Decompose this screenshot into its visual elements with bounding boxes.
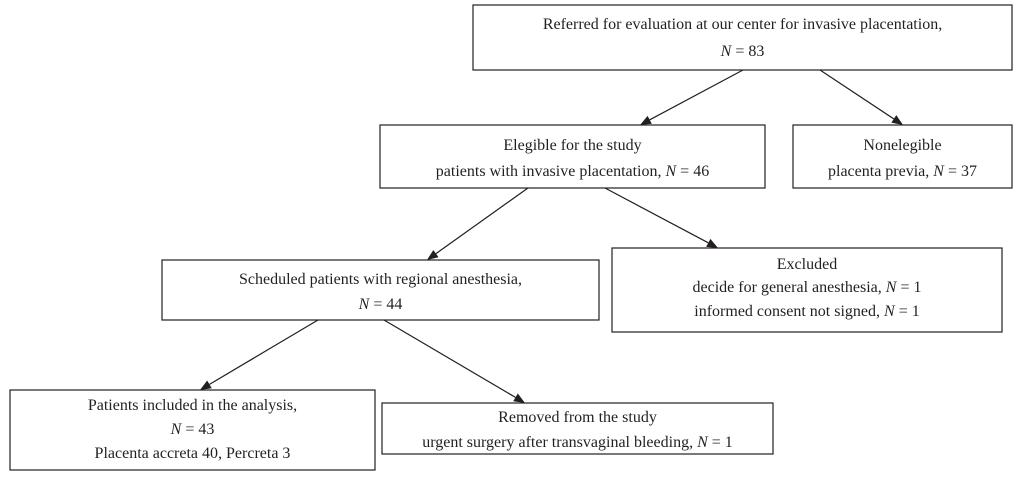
text-segment: Excluded <box>777 256 837 273</box>
text-segment: = 44 <box>369 296 402 313</box>
text-segment: Nonelegible <box>863 137 941 154</box>
node-text: Referred for evaluation at our center fo… <box>543 16 942 33</box>
arrow-head <box>891 115 903 125</box>
text-segment: = 1 <box>708 434 733 451</box>
node-text: N = 43 <box>170 421 215 438</box>
node-text: patients with invasive placentation, N =… <box>436 163 709 180</box>
node-text: Patients included in the analysis, <box>88 397 297 414</box>
text-segment: N <box>696 434 709 451</box>
node-text: Nonelegible <box>863 137 941 154</box>
text-segment: N <box>932 163 945 180</box>
text-segment: = 83 <box>731 43 764 60</box>
text-segment: = 37 <box>944 163 977 180</box>
node-text: Excluded <box>777 256 837 273</box>
node-box <box>792 124 1013 189</box>
text-segment: urgent surgery after transvaginal bleedi… <box>422 434 697 451</box>
node-box <box>379 124 766 189</box>
text-segment: Placenta accreta 40, Percreta 3 <box>95 445 291 462</box>
text-segment: N <box>883 303 896 320</box>
arrow-head <box>513 393 525 403</box>
node-text: N = 44 <box>358 296 403 313</box>
arrow-line <box>435 187 529 255</box>
node-box <box>161 259 600 321</box>
text-segment: Patients included in the analysis, <box>88 397 297 414</box>
arrow-line <box>649 69 744 121</box>
text-segment: Elegible for the study <box>503 137 641 154</box>
text-segment: Scheduled patients with regional anesthe… <box>239 271 522 288</box>
text-segment: = 1 <box>895 303 920 320</box>
node-text: Elegible for the study <box>503 137 641 154</box>
node-text: Placenta accreta 40, Percreta 3 <box>95 445 291 462</box>
text-segment: placenta previa, <box>828 163 933 180</box>
text-segment: = 43 <box>181 421 214 438</box>
text-segment: Referred for evaluation at our center fo… <box>543 16 942 33</box>
node-box <box>611 247 1003 333</box>
node-box <box>9 389 376 471</box>
text-segment: N <box>170 421 183 438</box>
text-segment: informed consent not signed, <box>694 303 884 320</box>
text-segment: patients with invasive placentation, <box>436 163 666 180</box>
arrow-head <box>427 249 439 260</box>
arrow-line <box>209 319 319 385</box>
arrow-line <box>819 69 895 120</box>
text-segment: decide for general anesthesia, <box>693 279 886 296</box>
text-segment: Removed from the study <box>498 409 657 426</box>
arrow-head <box>640 115 652 125</box>
text-segment: = 46 <box>676 163 709 180</box>
node-text: urgent surgery after transvaginal bleedi… <box>422 434 733 451</box>
arrow-head <box>706 238 718 248</box>
arrow-head <box>200 380 212 390</box>
node-text: decide for general anesthesia, N = 1 <box>693 279 922 296</box>
text-segment: N <box>720 43 733 60</box>
node-text: informed consent not signed, N = 1 <box>694 303 919 320</box>
node-box <box>381 402 774 455</box>
node-text: Scheduled patients with regional anesthe… <box>239 271 522 288</box>
arrow-line <box>604 187 709 244</box>
node-text: Removed from the study <box>498 409 657 426</box>
text-segment: N <box>885 279 898 296</box>
node-text: placenta previa, N = 37 <box>828 163 977 180</box>
arrow-line <box>383 319 516 398</box>
text-segment: = 1 <box>896 279 921 296</box>
node-text: N = 83 <box>720 43 765 60</box>
node-box <box>472 4 1013 71</box>
text-segment: N <box>358 296 371 313</box>
text-segment: N <box>665 163 678 180</box>
